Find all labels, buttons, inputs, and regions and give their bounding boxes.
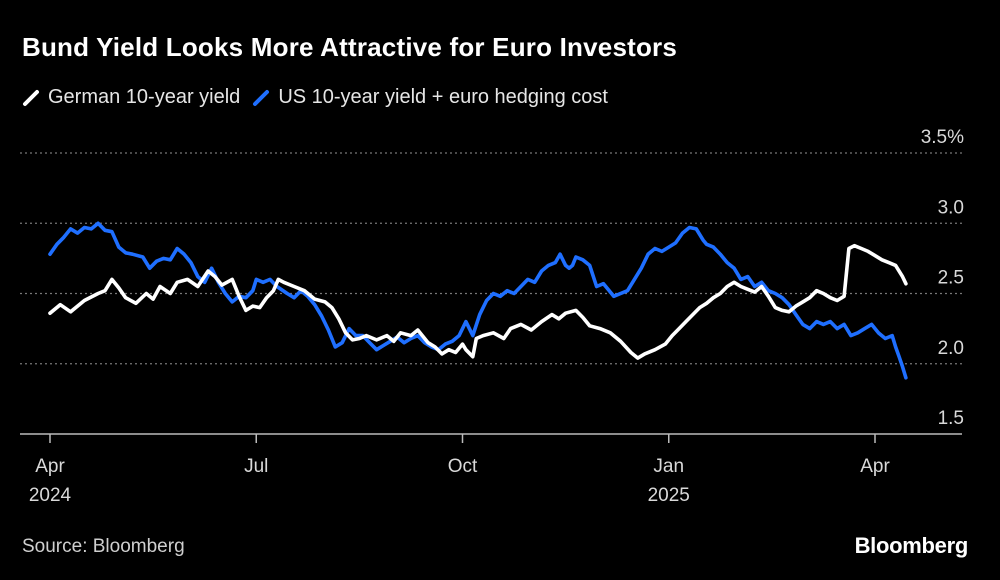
y-tick-label: 3.0 — [938, 197, 964, 218]
y-tick-label: 2.0 — [938, 338, 964, 359]
legend: German 10-year yield US 10-year yield + … — [22, 86, 620, 109]
x-tick-sublabel: 2024 — [29, 485, 72, 506]
legend-label-german: German 10-year yield — [48, 86, 241, 108]
source-note: Source: Bloomberg — [22, 536, 185, 557]
legend-swatch-german — [23, 89, 39, 106]
series-line-us — [48, 221, 908, 380]
legend-swatch-us — [253, 89, 270, 106]
x-tick-label: Jan — [653, 456, 684, 477]
legend-item-german: German 10-year yield — [22, 86, 240, 109]
bloomberg-logo: Bloomberg — [854, 533, 969, 558]
x-axis: Apr 2024 Jul Oct Jan 2025 Apr — [20, 433, 962, 506]
series-layer — [48, 221, 908, 380]
chart-title: Bund Yield Looks More Attractive for Eur… — [22, 32, 678, 62]
x-tick-label: Oct — [448, 456, 478, 477]
x-tick-sublabel: 2025 — [648, 485, 690, 506]
legend-item-us: US 10-year yield + euro hedging cost — [252, 86, 608, 109]
y-tick-label: 2.5 — [938, 268, 964, 289]
y-tick-label: 1.5 — [938, 408, 964, 429]
y-tick-label: 3.5% — [921, 127, 964, 148]
x-tick-label: Apr — [35, 456, 65, 477]
y-axis: 1.5 2.0 2.5 3.0 3.5% — [921, 127, 964, 429]
x-tick-label: Apr — [860, 456, 890, 477]
legend-label-us: US 10-year yield + euro hedging cost — [278, 86, 608, 108]
series-line-german — [48, 243, 908, 360]
x-tick-label: Jul — [244, 456, 268, 477]
